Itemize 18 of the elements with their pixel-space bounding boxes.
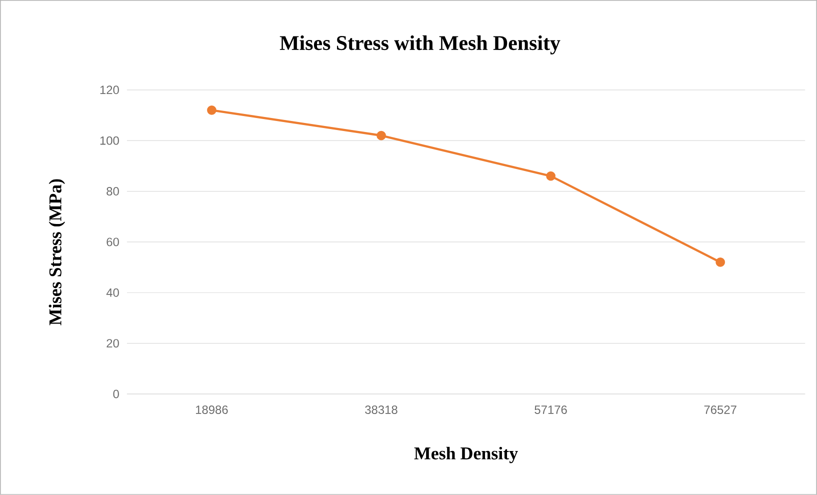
y-tick-label: 60 xyxy=(106,238,119,246)
x-tick-label: 76527 xyxy=(704,406,736,414)
chart-title: Mises Stress with Mesh Density xyxy=(280,35,560,54)
x-tick-label: 57176 xyxy=(534,406,567,414)
point xyxy=(376,130,386,140)
y-tick-label: 0 xyxy=(113,390,119,398)
y-tick-label: 120 xyxy=(100,86,119,94)
point xyxy=(716,258,726,267)
y-tick-label: 20 xyxy=(106,339,119,348)
y-tick-label: 100 xyxy=(100,136,119,145)
x-axis-title: Mesh Density xyxy=(414,446,518,464)
point xyxy=(546,171,556,181)
y-tick-label: 40 xyxy=(106,288,119,297)
x-tick-label: 38318 xyxy=(365,406,398,414)
point xyxy=(207,106,216,115)
y-axis-title: Mises Stress (MPa) xyxy=(48,179,66,326)
x-tick-label: 18986 xyxy=(196,406,228,414)
y-tick-label: 80 xyxy=(106,187,119,196)
